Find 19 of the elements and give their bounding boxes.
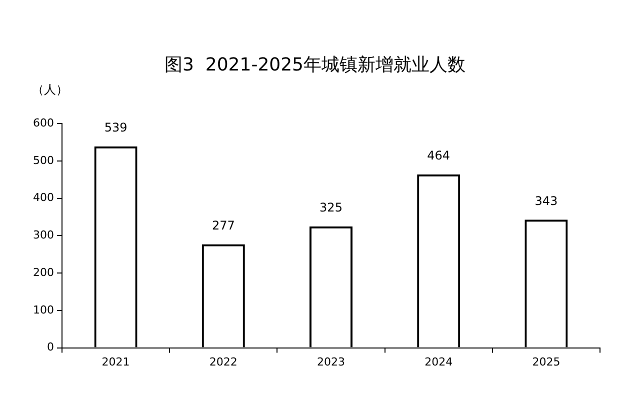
x-tick-label: 2024 <box>424 355 453 368</box>
chart-title: 图3 2021-2025年城镇新增就业人数 <box>164 54 466 76</box>
y-tick-label: 100 <box>32 303 54 316</box>
x-tick-label: 2021 <box>102 355 130 368</box>
y-tick-label: 200 <box>32 266 54 279</box>
y-tick-label: 400 <box>32 191 54 204</box>
data-label: 325 <box>320 200 342 214</box>
y-tick-label: 0 <box>46 340 54 354</box>
data-label: 277 <box>212 218 235 232</box>
x-tick-label: 2025 <box>532 355 560 368</box>
y-axis-title: （人） <box>32 82 68 97</box>
y-tick-label: 300 <box>32 228 54 242</box>
x-tick-label: 2023 <box>317 355 345 368</box>
y-tick-label: 600 <box>32 116 54 130</box>
data-label: 464 <box>427 148 450 163</box>
x-tick-label: 2022 <box>209 355 238 368</box>
data-label: 539 <box>104 120 128 135</box>
data-label: 343 <box>534 194 558 208</box>
y-tick-label: 500 <box>32 154 54 167</box>
